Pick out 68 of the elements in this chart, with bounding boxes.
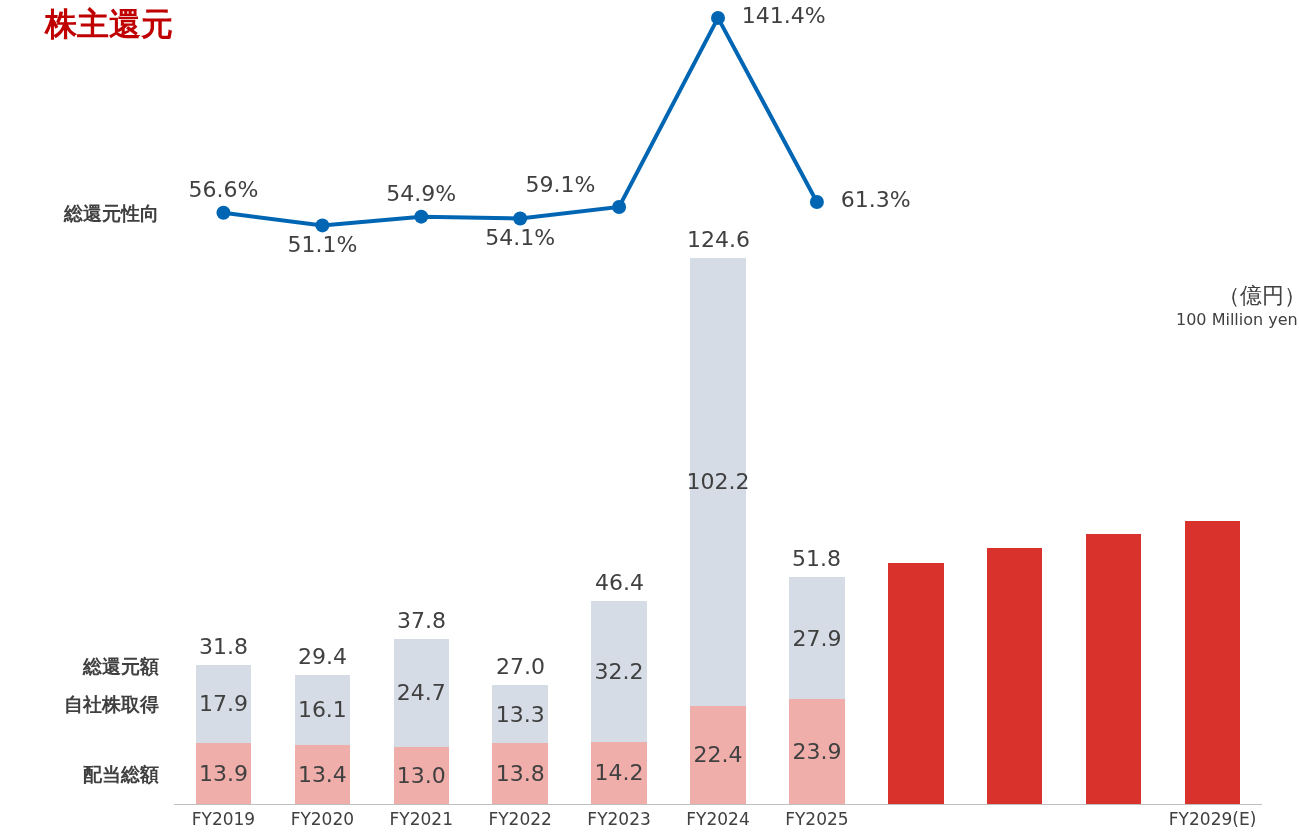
point [216,205,231,220]
total-label: 31.8 [199,634,248,659]
data-label: 13.3 [495,701,545,727]
data-label: 24.7 [396,680,446,706]
bar [591,600,647,742]
total-label: 37.8 [397,608,446,633]
bar [492,685,548,744]
bar [1085,534,1142,804]
text: 総還元額 [82,655,159,677]
bar [690,705,746,804]
data-label: 61.3% [826,187,925,213]
data-label: 23.9 [792,739,842,765]
bar [492,743,548,804]
bar [294,674,351,746]
x-tick-label: FY2022 [488,809,552,830]
data-label: 13.4 [297,762,347,788]
text: 総還元性向 [63,202,159,224]
bar [195,743,252,804]
data-label: 54.1% [471,224,570,250]
bar [393,747,449,804]
bar [690,257,746,706]
bar [789,699,845,804]
bar [789,576,845,700]
series-label: 配当総額 [83,763,159,785]
bar [195,664,252,744]
data-label: 59.1% [511,171,610,197]
point [513,211,528,226]
bar [987,547,1043,804]
x-tick-label: FY2021 [389,809,453,830]
total-label: 46.4 [595,570,644,595]
data-label: 13.8 [495,761,545,787]
point [414,209,429,224]
total-label: 51.8 [792,546,841,571]
point [711,10,725,25]
bar [294,745,351,804]
x-tick-label: FY2020 [290,809,355,830]
point [315,218,330,233]
data-label: 17.9 [198,691,248,717]
total-label: 27.0 [496,654,545,679]
chart-title: 株主還元 [44,4,173,43]
x-tick-label: FY2029(E) [1168,809,1257,830]
data-label: 22.4 [693,742,743,768]
data-label: 56.6% [174,177,273,203]
total-label: 29.4 [298,644,347,669]
x-tick-label: FY2019 [191,809,256,830]
annotation: （億円） [1218,283,1299,308]
bar [393,638,449,747]
data-label: 51.1% [273,231,372,257]
total-label: 124.6 [687,227,750,252]
bar [591,741,647,804]
data-label: 14.2 [594,760,644,786]
data-label: 13.0 [396,763,446,788]
series-label: 自社株取得 [64,693,159,715]
x-tick-label: FY2023 [587,809,651,830]
data-label: 13.9 [198,761,248,787]
data-label: 54.9% [372,181,471,207]
x-tick-label: FY2024 [686,809,750,830]
data-label: 141.4% [727,3,840,29]
bar [1184,521,1241,804]
bar [888,562,944,804]
x-tick-label: FY2025 [785,809,849,830]
point [809,194,824,209]
data-label: 16.1 [297,697,347,723]
point [612,199,627,214]
data-label: 102.2 [686,469,750,495]
annotation: 100 Million yen [1176,310,1298,329]
data-label: 27.9 [792,625,842,651]
data-label: 32.2 [594,658,644,684]
